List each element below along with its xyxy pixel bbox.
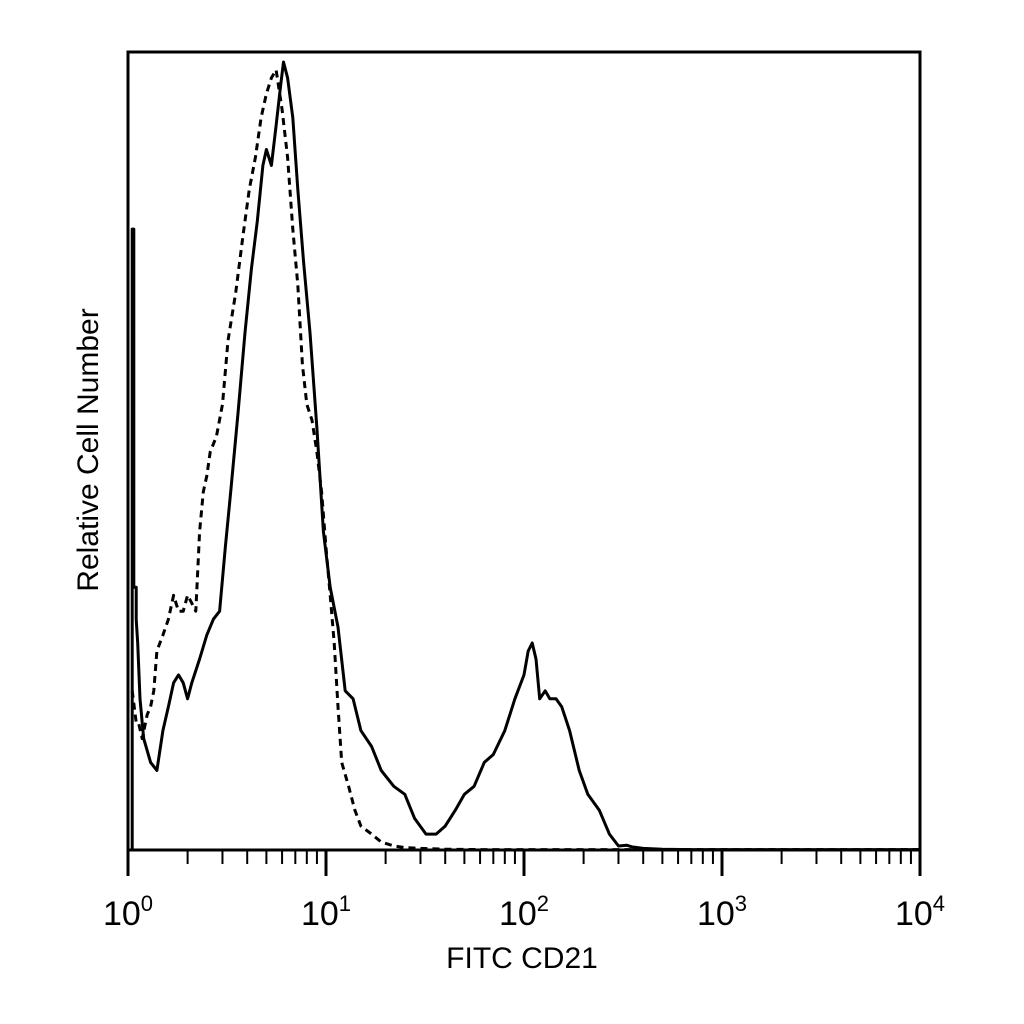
x-axis-ticks	[126, 850, 922, 876]
control-series-line	[130, 68, 920, 852]
plot-area	[130, 60, 920, 852]
x-tick-label: 100	[103, 891, 153, 933]
x-tick-label: 102	[499, 891, 549, 933]
plot-frame	[126, 50, 922, 852]
x-tick-label-exponent: 2	[537, 891, 549, 916]
x-tick-label: 103	[697, 891, 747, 933]
x-tick-label: 104	[895, 891, 945, 933]
x-axis-label: FITC CD21	[446, 942, 598, 975]
x-tick-label-base: 10	[301, 895, 339, 933]
x-tick-label-exponent: 3	[735, 891, 747, 916]
x-tick-label-base: 10	[697, 895, 735, 933]
x-tick-label-exponent: 1	[339, 891, 351, 916]
x-tick-label: 101	[301, 891, 351, 933]
y-axis-label: Relative Cell Number	[72, 308, 105, 591]
x-tick-label-exponent: 0	[141, 891, 153, 916]
x-tick-label-base: 10	[103, 895, 141, 933]
x-tick-label-exponent: 4	[933, 891, 945, 916]
stained-series-line	[130, 60, 920, 852]
x-axis-tick-labels: 100 101 102 103 104	[103, 891, 945, 933]
x-tick-label-base: 10	[895, 895, 933, 933]
x-tick-label-base: 10	[499, 895, 537, 933]
